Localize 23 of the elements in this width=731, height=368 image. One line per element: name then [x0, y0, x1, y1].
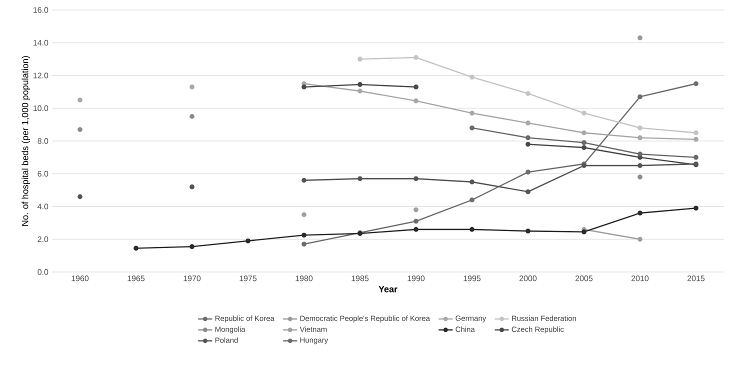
x-tick-label: 2005 — [576, 276, 593, 282]
x-tick-label: 1970 — [184, 276, 201, 282]
y-tick-label: 8.0 — [38, 138, 48, 144]
x-tick-label: 1975 — [240, 276, 257, 282]
x-tick-label: 1965 — [128, 276, 145, 282]
y-tick-label: 0.0 — [38, 269, 48, 275]
x-tick-label: 2010 — [632, 276, 649, 282]
y-tick-label: 16.0 — [34, 7, 48, 13]
y-tick-label: 6.0 — [38, 170, 48, 177]
y-tick-label: 12.0 — [34, 72, 48, 78]
x-tick-label: 1985 — [352, 276, 369, 282]
x-tick-label: 1980 — [296, 276, 313, 282]
x-tick-label: 1995 — [464, 276, 481, 282]
x-tick-label: 2015 — [688, 276, 705, 282]
y-tick-label: 14.0 — [34, 40, 48, 46]
y-tick-label: 2.0 — [38, 236, 48, 242]
x-tick-label: 2000 — [520, 276, 537, 282]
x-tick-label: 1990 — [408, 276, 425, 282]
x-axis-title: Year — [378, 286, 398, 292]
y-tick-label: 4.0 — [38, 204, 48, 210]
y-axis-title: No. of hospital beds (per 1,000 population) — [22, 56, 30, 226]
x-tick-label: 1960 — [72, 276, 89, 282]
y-tick-label: 10.0 — [34, 105, 48, 112]
